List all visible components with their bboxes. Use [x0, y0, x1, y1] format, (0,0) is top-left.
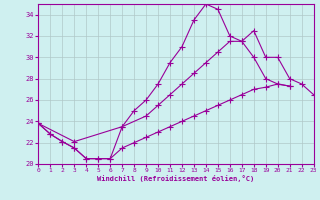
- X-axis label: Windchill (Refroidissement éolien,°C): Windchill (Refroidissement éolien,°C): [97, 175, 255, 182]
